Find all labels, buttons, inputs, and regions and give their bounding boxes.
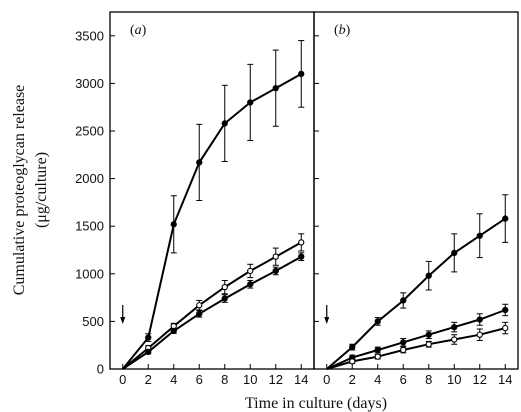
data-point — [196, 302, 203, 309]
data-point — [476, 331, 483, 338]
x-axis-title: Time in culture (days) — [245, 395, 387, 412]
panel-b: 0 2 4 6 8 10 12 14 (b) — [313, 11, 519, 387]
series-line — [122, 241, 302, 370]
x-tick-label: 4 — [170, 372, 177, 387]
treatment-arrow-head — [120, 317, 126, 324]
data-point — [451, 323, 458, 331]
data-point — [349, 343, 356, 351]
y-tick-label: 3000 — [75, 76, 104, 91]
series-line — [122, 73, 302, 370]
y-tick-label: 500 — [82, 314, 104, 329]
y-axis-title-line2: (μg/culture) — [33, 152, 50, 228]
x-tick-label: 2 — [349, 372, 356, 387]
panel-label-open: ( — [130, 23, 135, 38]
x-tick-label: 14 — [294, 372, 308, 387]
panels: 0 2 4 6 8 10 12 14 0 500 1000 1500 2000 2500 3000 3500 (… — [75, 11, 519, 387]
data-point — [349, 358, 356, 365]
data-point — [400, 297, 407, 304]
panel-label-letter: a — [135, 23, 142, 38]
data-point — [476, 232, 483, 239]
x-tick-label: 8 — [221, 372, 228, 387]
data-point — [272, 253, 279, 260]
data-point — [196, 310, 203, 317]
x-tick-label: 4 — [374, 372, 381, 387]
data-point — [221, 295, 228, 302]
data-point — [298, 239, 305, 246]
data-point — [400, 346, 407, 354]
x-tick-label: 10 — [243, 372, 257, 387]
x-tick-label: 6 — [400, 372, 407, 387]
data-point — [476, 316, 483, 323]
data-point — [196, 159, 203, 166]
series-2 — [326, 303, 509, 370]
panel-label-close: ) — [142, 23, 147, 38]
data-point — [425, 341, 432, 348]
x-tick-label: 0 — [323, 372, 330, 387]
x-tick-label: 12 — [473, 372, 487, 387]
data-point — [374, 353, 381, 360]
series-2 — [122, 233, 305, 370]
data-point — [502, 324, 509, 332]
x-tick-label: 14 — [498, 372, 512, 387]
data-point — [298, 70, 305, 78]
panel-label: (b) — [334, 23, 351, 38]
y-tick-label: 3500 — [75, 28, 104, 43]
data-point — [425, 331, 432, 338]
y-tick-label: 1500 — [75, 219, 104, 234]
series-1 — [326, 194, 509, 370]
series-line — [122, 255, 302, 370]
data-point — [400, 339, 407, 346]
series-line — [326, 327, 506, 370]
data-point — [502, 215, 509, 222]
data-point — [272, 267, 279, 275]
data-point — [247, 281, 254, 288]
x-tick-label: 0 — [119, 372, 126, 387]
series-3 — [122, 252, 305, 370]
data-point — [221, 283, 228, 291]
data-point — [170, 327, 177, 335]
y-tick-label: 2000 — [75, 171, 104, 186]
panel-frame — [109, 11, 315, 370]
data-point — [247, 99, 254, 106]
series-line — [326, 309, 506, 370]
y-tick-label: 1000 — [75, 266, 104, 281]
panel-label-letter: b — [339, 23, 346, 38]
data-point — [298, 253, 305, 260]
series-3 — [326, 321, 509, 370]
data-point — [272, 85, 279, 92]
x-tick-label: 2 — [145, 372, 152, 387]
panel-label: (a) — [130, 23, 147, 38]
data-point — [451, 249, 458, 257]
y-tick-label: 2500 — [75, 124, 104, 139]
series-line — [326, 217, 506, 370]
panel-a: 0 2 4 6 8 10 12 14 0 500 1000 1500 2000 2500 3000 3500 (… — [75, 11, 315, 387]
treatment-arrow-head — [324, 317, 330, 324]
data-point — [145, 334, 152, 341]
series-1 — [122, 40, 305, 370]
panel-label-close: ) — [346, 23, 351, 38]
data-point — [170, 221, 177, 228]
data-point — [451, 336, 458, 343]
data-point — [374, 318, 381, 325]
x-tick-label: 6 — [196, 372, 203, 387]
y-tick-label: 0 — [97, 362, 104, 377]
data-point — [425, 272, 432, 279]
x-tick-label: 12 — [269, 372, 283, 387]
x-tick-label: 10 — [447, 372, 461, 387]
data-point — [247, 267, 254, 275]
data-point — [145, 348, 152, 356]
data-point — [374, 346, 381, 354]
x-tick-label: 8 — [425, 372, 432, 387]
panel-label-open: ( — [334, 23, 339, 38]
data-point — [221, 120, 228, 127]
y-axis-title-line1: Cumulative proteoglycan release — [11, 85, 28, 296]
panel-frame — [313, 11, 519, 370]
data-point — [502, 306, 509, 314]
